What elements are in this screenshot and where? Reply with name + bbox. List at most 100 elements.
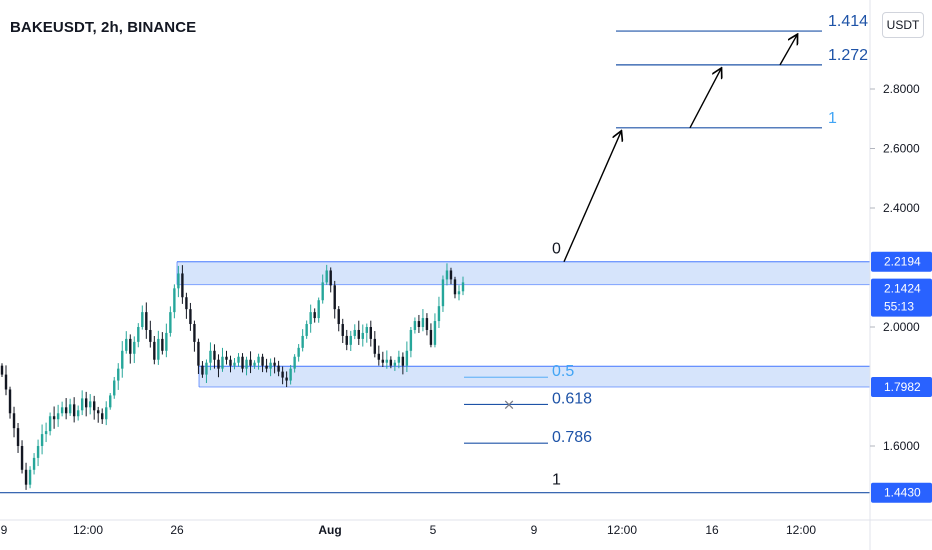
candle-body: [68, 404, 72, 414]
candle-body: [325, 270, 328, 283]
candle-body: [413, 321, 417, 330]
candle: [309, 304, 312, 333]
candle-body: [233, 362, 236, 366]
candle: [105, 401, 108, 426]
candle-body: [441, 279, 445, 307]
candle-body: [281, 371, 284, 378]
y-tick-label: 1.6000: [883, 439, 920, 453]
candles: [0, 263, 465, 490]
candle: [64, 398, 68, 420]
chart-title: BAKEUSDT, 2h, BINANCE: [10, 19, 197, 36]
candle: [217, 354, 220, 378]
candle: [153, 335, 156, 365]
candle-body: [453, 279, 457, 295]
candle: [113, 376, 116, 399]
candle: [209, 342, 212, 371]
candle-body: [397, 356, 401, 363]
candle-body: [181, 273, 184, 298]
candle: [84, 391, 88, 417]
fib-label-0-618: 0.618: [552, 390, 592, 407]
price-tag-bg: [871, 482, 932, 503]
candle: [269, 358, 272, 377]
candle-body: [425, 318, 429, 330]
y-tick-label: 2.6000: [883, 142, 920, 156]
candle-body: [0, 365, 4, 375]
candle: [24, 462, 28, 490]
candle-body: [305, 324, 308, 336]
candle: [365, 323, 368, 343]
candle-body: [389, 359, 393, 366]
candle: [133, 336, 136, 364]
candle: [52, 406, 56, 429]
candle-body: [229, 359, 232, 366]
candle: [4, 365, 8, 396]
candle-body: [8, 389, 12, 414]
candle: [261, 353, 264, 373]
candle: [237, 353, 240, 367]
x-tick-label: 26: [170, 523, 184, 537]
candle-body: [209, 350, 212, 363]
candle: [0, 363, 4, 377]
candle: [289, 364, 292, 385]
candle: [213, 344, 216, 369]
candle: [68, 398, 72, 416]
candle-body: [437, 306, 441, 322]
candle-body: [4, 374, 8, 390]
candle: [169, 306, 172, 337]
x-tick-label: 12:00: [607, 523, 637, 537]
candle: [181, 265, 184, 304]
candle: [129, 334, 132, 364]
candle: [405, 341, 409, 373]
candle: [413, 317, 417, 334]
candle-body: [76, 410, 80, 417]
candle: [36, 439, 40, 467]
candle-body: [44, 431, 48, 435]
candle: [48, 412, 52, 436]
zones: [176, 261, 870, 388]
price-tag-bg: [871, 251, 932, 272]
candle: [177, 265, 180, 298]
candle: [433, 313, 437, 348]
candle: [357, 320, 360, 345]
candle: [205, 359, 208, 384]
candle: [44, 422, 48, 443]
candle: [16, 422, 20, 453]
candle: [461, 276, 465, 296]
candle: [313, 308, 316, 323]
candle-body: [125, 338, 128, 351]
candle: [273, 357, 276, 374]
candle-body: [385, 359, 389, 363]
candle-body: [261, 356, 264, 366]
x-tick-label: 16: [705, 523, 719, 537]
candle-body: [353, 329, 356, 336]
candle: [361, 324, 364, 347]
price-tag: 1.4430: [871, 482, 932, 503]
candle-body: [273, 362, 276, 366]
candle-body: [189, 309, 192, 325]
candle: [293, 354, 296, 373]
candle: [20, 440, 24, 474]
candle-body: [177, 273, 180, 289]
candle: [285, 371, 288, 388]
x-tick-label: 12:00: [73, 523, 103, 537]
candle-body: [93, 401, 96, 411]
candle-body: [405, 350, 409, 366]
candle-body: [141, 312, 144, 327]
candle: [157, 330, 160, 365]
candle: [401, 352, 405, 375]
candle-body: [97, 410, 100, 414]
candle: [345, 329, 348, 351]
candle-body: [297, 347, 300, 357]
candle: [325, 264, 328, 285]
price-tag: 2.2194: [871, 251, 932, 272]
x-tick-label: 9: [531, 523, 538, 537]
candle-body: [301, 335, 304, 348]
candle-body: [36, 446, 40, 458]
last-price-tag-label: 2.1424: [884, 282, 921, 296]
candle-body: [337, 309, 340, 325]
candle-body: [393, 362, 397, 366]
currency-button[interactable]: USDT: [882, 12, 924, 38]
x-tick-label: Aug: [318, 523, 341, 537]
